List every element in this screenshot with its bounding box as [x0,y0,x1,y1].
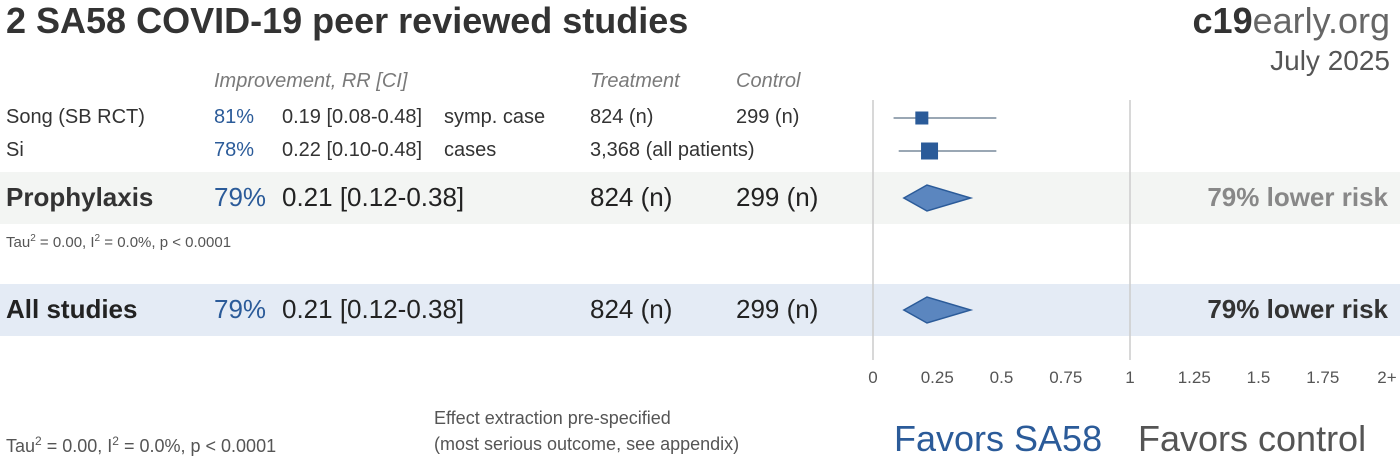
group-improvement: 79% [214,182,267,212]
group-improvement: 79% [214,294,267,324]
study-improvement: 78% [214,139,255,161]
x-tick-label: 0 [868,368,878,387]
x-tick-label: 2+ [1377,368,1397,387]
study-rr: 0.19 [0.08-0.48] [282,106,423,128]
group-rr: 0.21 [0.12-0.38] [282,294,465,324]
study-name[interactable]: Si [6,139,24,161]
x-tick-label: 0.25 [920,368,954,387]
prophylaxis-band [0,172,1400,224]
study-control: 299 (n) [736,106,800,128]
study-name[interactable]: Song (SB RCT) [6,106,145,128]
group-treatment: 824 (n) [590,294,673,324]
note-line-2: (most serious outcome, see appendix) [434,434,740,454]
group-risk: 79% lower risk [1207,182,1388,212]
group-control: 299 (n) [736,294,819,324]
treatment-header: Treatment [590,70,680,92]
group-control: 299 (n) [736,182,819,212]
favors-left-label: Favors SA58 [894,418,1103,459]
brand-bold: c19 [1192,0,1253,41]
overall-stats: Tau2 = 0.00, I2 = 0.0%, p < 0.0001 [6,434,277,456]
x-tick-label: 1.75 [1306,368,1340,387]
date-label: July 2025 [1270,45,1390,76]
x-tick-label: 1 [1125,368,1135,387]
study-improvement: 81% [214,106,255,128]
study-treatment: 3,368 (all patients) [590,139,755,161]
favors-right-label: Favors control [1138,418,1367,459]
improvement-header: Improvement, RR [CI] [214,70,408,92]
page-title: 2 SA58 COVID-19 peer reviewed studies [6,0,689,41]
x-tick-label: 1.5 [1246,368,1271,387]
group-treatment: 824 (n) [590,182,673,212]
x-tick-label: 0.5 [989,368,1014,387]
study-rr: 0.22 [0.10-0.48] [282,139,423,161]
study-marker [915,111,929,125]
group-name: All studies [6,294,138,324]
brand-logo[interactable]: c19early.org [1193,0,1390,42]
control-header: Control [736,70,801,92]
brand-light: early.org [1252,0,1390,41]
study-marker [921,142,939,160]
group-risk: 79% lower risk [1207,294,1388,324]
group-rr: 0.21 [0.12-0.38] [282,182,465,212]
study-treatment: 824 (n) [590,106,654,128]
x-tick-label: 0.75 [1049,368,1083,387]
pooled-diamond [902,296,974,324]
all-studies-band [0,284,1400,336]
study-outcome: symp. case [444,106,546,128]
study-outcome: cases [444,139,497,161]
pooled-diamond [902,184,974,212]
x-tick-label: 1.25 [1177,368,1211,387]
group-stats: Tau2 = 0.00, I2 = 0.0%, p < 0.0001 [6,233,232,251]
group-name: Prophylaxis [6,182,154,212]
note-line-1: Effect extraction pre-specified [434,408,671,428]
